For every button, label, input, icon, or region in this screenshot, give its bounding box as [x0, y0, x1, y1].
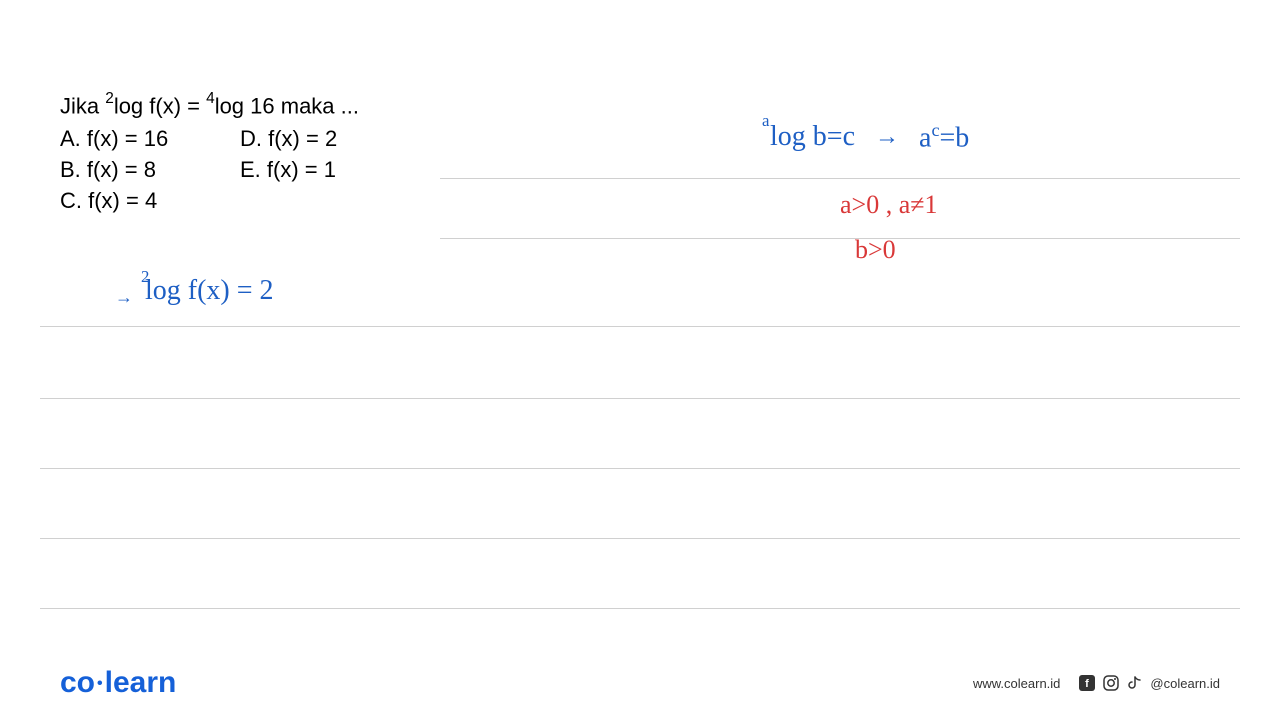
log-def-right-suffix: =b — [940, 122, 970, 153]
arrow-icon: → — [875, 124, 899, 151]
log-def-left: log b=c — [770, 121, 855, 152]
logo-part1: co — [60, 666, 95, 699]
work-sup: 2 — [141, 267, 149, 287]
log-def-base-sup: a — [762, 111, 769, 131]
social-icons: f @colearn.id — [1078, 674, 1220, 692]
social-handle: @colearn.id — [1150, 676, 1220, 691]
prompt-prefix: Jika — [60, 93, 105, 118]
condition-2: b>0 — [855, 235, 896, 265]
log-definition-note: a log b=c → ac=b — [770, 120, 969, 154]
work-text: log f(x) = 2 — [145, 275, 274, 306]
svg-text:f: f — [1086, 678, 1090, 690]
work-arrow-icon: → — [115, 287, 133, 308]
tiktok-icon — [1126, 674, 1144, 692]
log-base-1: 2 — [105, 90, 114, 107]
website-url: www.colearn.id — [973, 676, 1060, 691]
condition-1: a>0 , a≠1 — [840, 190, 938, 220]
brand-logo: co•learn — [60, 666, 176, 700]
option-d: D. f(x) = 2 — [240, 124, 420, 155]
work-step: → 2 log f(x) = 2 — [115, 275, 274, 307]
logo-part2: learn — [105, 666, 177, 699]
question-block: Jika 2log f(x) = 4log 16 maka ... A. f(x… — [60, 90, 420, 217]
instagram-icon — [1102, 674, 1120, 692]
option-b: B. f(x) = 8 — [60, 155, 240, 186]
log-def-right-exp: c — [931, 120, 939, 140]
prompt-mid: log f(x) = — [114, 93, 206, 118]
log-def-right-base: a — [919, 122, 931, 153]
facebook-icon: f — [1078, 674, 1096, 692]
log-base-2: 4 — [206, 90, 215, 107]
footer: co•learn www.colearn.id f @colearn.id — [0, 666, 1280, 700]
prompt-suffix: log 16 maka ... — [215, 93, 359, 118]
option-c: C. f(x) = 4 — [60, 186, 240, 217]
option-e: E. f(x) = 1 — [240, 155, 420, 186]
question-prompt: Jika 2log f(x) = 4log 16 maka ... — [60, 90, 420, 122]
option-a: A. f(x) = 16 — [60, 124, 240, 155]
